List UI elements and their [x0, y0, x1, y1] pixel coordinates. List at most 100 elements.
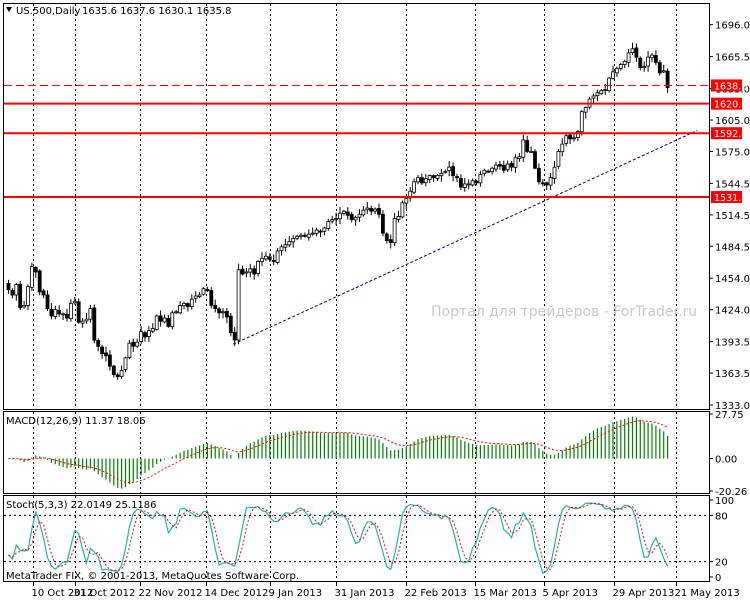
candle-body: [334, 218, 339, 220]
candle-body: [166, 318, 171, 327]
candle-body: [267, 256, 272, 260]
ohlc-values: 1635.6 1637.6 1630.1 1635.8: [82, 6, 232, 17]
dropdown-triangle-icon[interactable]: [6, 7, 12, 12]
candle-body: [486, 170, 491, 173]
candle-body: [158, 315, 163, 322]
candle-body: [400, 202, 405, 218]
candle-body: [458, 178, 463, 188]
candle-body: [76, 301, 81, 323]
candle-body: [654, 55, 658, 63]
x-tick-label: 10 Oct 2012: [32, 588, 94, 599]
candle-body: [197, 294, 202, 297]
candle-body: [490, 167, 495, 173]
candle-body: [423, 178, 428, 184]
candle-body: [494, 164, 498, 170]
candle-body: [435, 175, 440, 179]
candle-body: [213, 304, 218, 310]
candle-body: [474, 180, 479, 184]
x-tick-label: 22 Nov 2012: [139, 588, 203, 599]
x-tick-label: 31 Jan 2013: [335, 588, 395, 599]
candle-body: [388, 239, 393, 243]
candle-body: [482, 169, 487, 174]
candle-body: [568, 134, 572, 140]
candle-body: [419, 177, 424, 184]
candle-body: [295, 235, 300, 239]
candle-body: [84, 318, 89, 322]
y-tick-label: 1393.5: [715, 338, 750, 349]
candle-body: [53, 309, 58, 317]
candle-body: [650, 54, 654, 59]
candle-body: [638, 57, 643, 69]
candle-body: [646, 56, 650, 67]
candle-body: [443, 170, 448, 174]
candle-body: [462, 183, 467, 188]
candle-body: [26, 286, 30, 306]
candle-body: [29, 266, 34, 288]
candle-body: [18, 283, 23, 308]
candle-body: [146, 330, 151, 337]
candle-body: [150, 328, 155, 332]
macd-signal-line: [8, 420, 668, 484]
candle-body: [275, 250, 280, 263]
candle-body: [61, 313, 65, 316]
candle-body: [634, 47, 639, 58]
y-tick-label: 1544.5: [715, 179, 750, 190]
candle-body: [92, 307, 97, 341]
x-tick-label: 14 Dec 2012: [205, 588, 269, 599]
macd-label: MACD(12,26,9) 11.37 18.06: [6, 416, 146, 427]
candle-body: [517, 156, 522, 159]
candle-body: [65, 313, 69, 319]
candle-body: [217, 308, 222, 314]
candle-body: [127, 342, 132, 359]
candle-body: [310, 232, 315, 235]
x-tick-label: 21 May 2013: [675, 588, 740, 599]
x-tick-label: 15 Mar 2013: [474, 588, 537, 599]
candle-body: [182, 302, 186, 307]
candle-body: [299, 234, 303, 237]
candle-body: [611, 71, 615, 79]
candle-body: [447, 166, 452, 172]
candle-body: [455, 176, 459, 179]
candle-body: [412, 181, 417, 193]
candle-body: [248, 268, 253, 273]
candle-body: [232, 331, 237, 341]
candle-body: [314, 229, 319, 234]
candle-body: [615, 68, 619, 74]
candle-body: [283, 244, 288, 248]
candle-body: [626, 52, 631, 63]
candle-body: [330, 219, 335, 222]
candle-body: [416, 177, 420, 183]
candle-body: [341, 210, 346, 214]
x-tick-label: 31 Oct 2012: [74, 588, 136, 599]
candle-body: [427, 175, 432, 180]
candle-body: [37, 270, 42, 293]
candle-body: [533, 151, 537, 169]
watermark-text: Портал для трейдеров - ForTrader.ru: [431, 304, 697, 320]
symbol-label: US.500,Daily: [16, 6, 80, 17]
candle-body: [291, 238, 296, 243]
candle-body: [540, 182, 545, 185]
candle-body: [505, 163, 510, 171]
y-tick-label: 1454.0: [715, 274, 750, 285]
candle-body: [100, 346, 104, 355]
candle-body: [618, 64, 623, 69]
candle-body: [170, 312, 175, 328]
candle-body: [306, 233, 311, 238]
candle-body: [357, 213, 362, 218]
candle-body: [271, 259, 276, 262]
candle-body: [205, 288, 210, 292]
candle-body: [392, 218, 397, 244]
candle-body: [322, 227, 327, 232]
price-levels: 1638.0 1620.6 1592.4 1531.5: [4, 79, 747, 204]
candle-body: [564, 135, 569, 144]
y-tick-label: 1605.0: [715, 116, 750, 127]
candle-body: [279, 246, 284, 252]
candle-body: [119, 370, 124, 377]
candle-body: [361, 209, 366, 216]
candle-body: [622, 60, 627, 65]
macd-y-label: -20.26: [715, 487, 747, 498]
candle-body: [49, 308, 54, 317]
candle-body: [560, 143, 565, 153]
level-price-text: 1531.5: [714, 193, 747, 204]
candle-body: [349, 213, 354, 220]
